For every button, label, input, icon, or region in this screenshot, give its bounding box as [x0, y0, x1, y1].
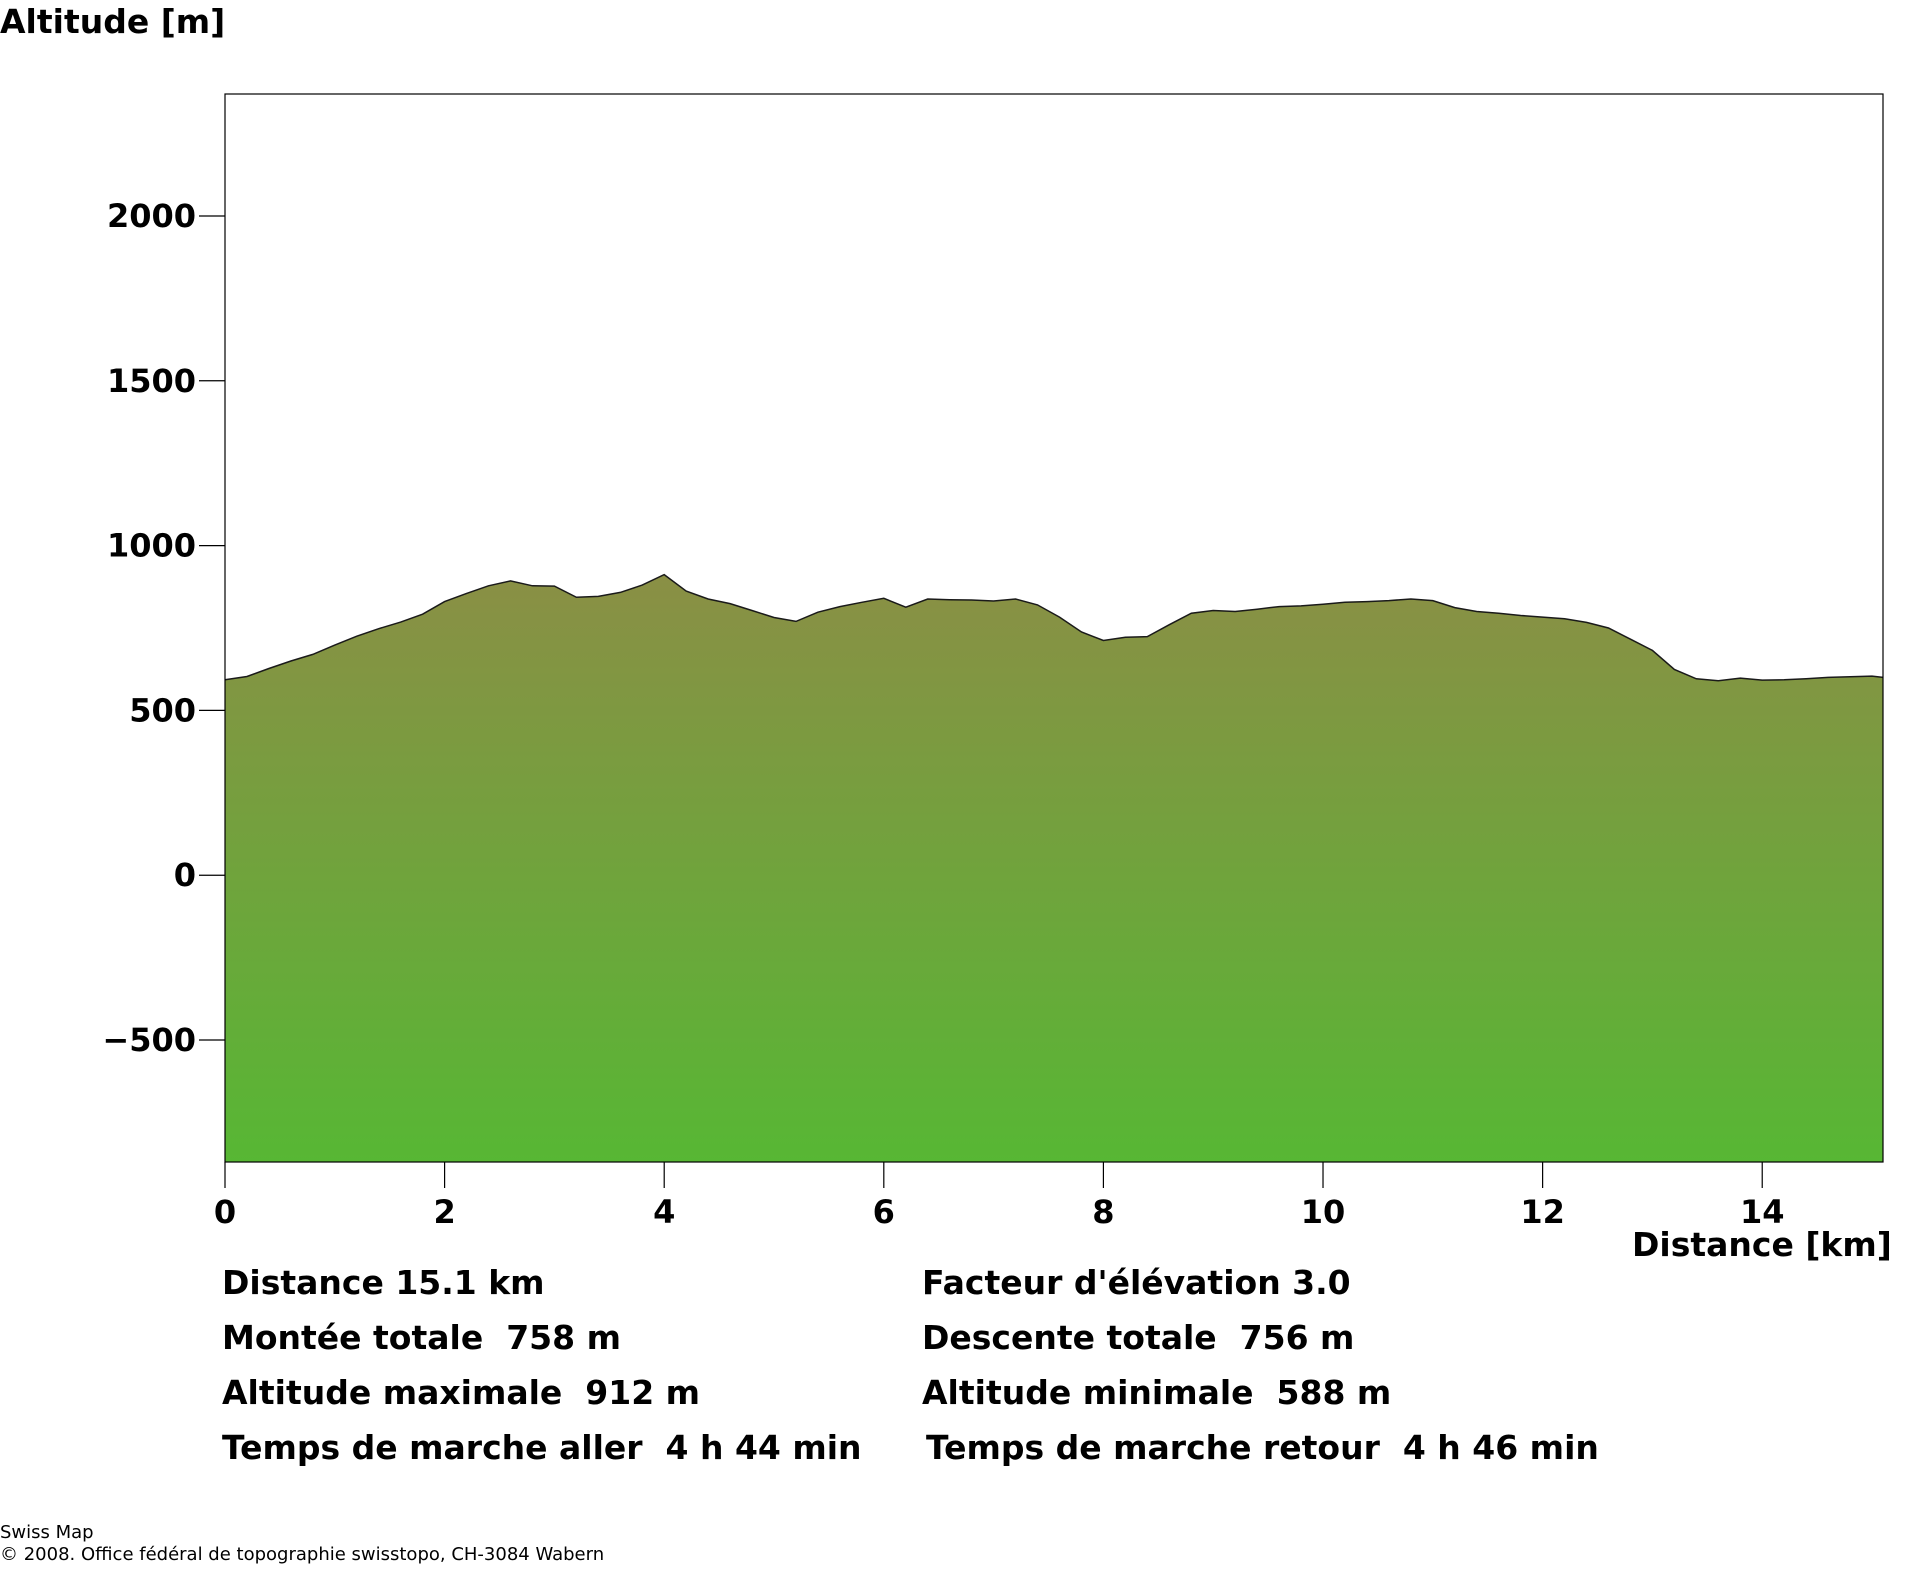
footer-copyright: © 2008. Office fédéral de topographie sw…	[0, 1544, 605, 1565]
footer-source: Swiss Map	[0, 1522, 94, 1543]
y-axis-label: Altitude [m]	[0, 2, 226, 41]
stat-elevation-factor: Facteur d'élévation 3.0	[922, 1263, 1351, 1302]
x-tick-label: 6	[873, 1193, 895, 1231]
y-tick-label: 1000	[107, 527, 196, 565]
terrain-outline	[224, 573, 1884, 682]
x-tick-label: 8	[1092, 1193, 1114, 1231]
x-axis-label: Distance [km]	[1632, 1225, 1892, 1264]
stat-walk-time-back: Temps de marche retour 4 h 46 min	[926, 1428, 1599, 1467]
x-tick-label: 2	[433, 1193, 455, 1231]
y-tick-label: 1500	[107, 362, 196, 400]
stat-distance: Distance 15.1 km	[222, 1263, 545, 1302]
stat-total-ascent: Montée totale 758 m	[222, 1318, 621, 1357]
x-tick-label: 4	[653, 1193, 675, 1231]
terrain-area	[225, 574, 1883, 1162]
y-tick-label: −500	[102, 1021, 196, 1059]
y-tick-label: 500	[129, 691, 196, 729]
x-tick-label: 0	[214, 1193, 236, 1231]
plot-frame	[224, 93, 1884, 1163]
stat-total-descent: Descente totale 756 m	[922, 1318, 1355, 1357]
x-tick-label: 12	[1520, 1193, 1565, 1231]
x-tick-label: 10	[1301, 1193, 1346, 1231]
y-tick-label: 2000	[107, 197, 196, 235]
stat-max-altitude: Altitude maximale 912 m	[222, 1373, 701, 1412]
stat-min-altitude: Altitude minimale 588 m	[922, 1373, 1392, 1412]
x-tick-label: 14	[1740, 1193, 1785, 1231]
y-tick-label: 0	[174, 856, 196, 894]
stat-walk-time-out: Temps de marche aller 4 h 44 min	[222, 1428, 862, 1467]
